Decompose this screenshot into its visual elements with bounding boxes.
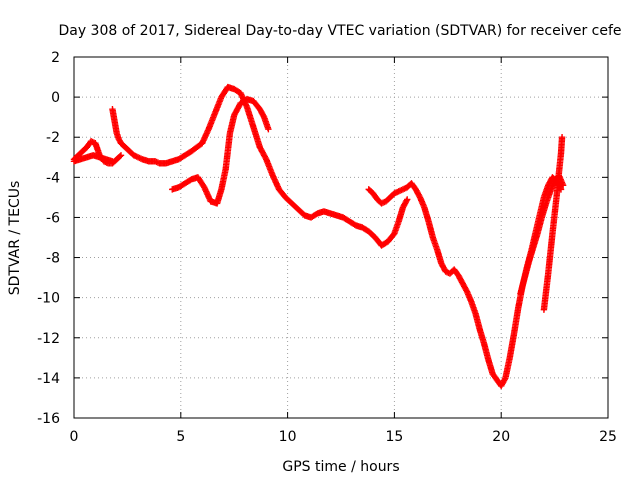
y-tick-label: -16 bbox=[37, 411, 60, 427]
x-tick-label: 20 bbox=[492, 429, 510, 445]
y-axis-label: SDTVAR / TECUs bbox=[7, 181, 23, 296]
chart-title: Day 308 of 2017, Sidereal Day-to-day VTE… bbox=[58, 23, 621, 39]
series-segment-c bbox=[109, 83, 411, 249]
data-point bbox=[559, 182, 567, 189]
data-point bbox=[501, 376, 508, 383]
grid-lines bbox=[74, 57, 608, 418]
y-tick-label: -14 bbox=[37, 371, 60, 387]
data-point bbox=[260, 112, 267, 120]
y-tick-label: -8 bbox=[46, 251, 60, 267]
data-point bbox=[403, 197, 410, 204]
y-tick-label: 0 bbox=[51, 90, 60, 106]
x-tick-label: 10 bbox=[279, 429, 297, 445]
y-tick-label: -2 bbox=[46, 130, 60, 146]
x-axis-label: GPS time / hours bbox=[282, 459, 399, 475]
y-tick-labels: 2 0 -2 -4 -6 -8 -10 -12 -14 -16 bbox=[37, 50, 60, 427]
x-tick-label: 0 bbox=[70, 429, 79, 445]
data-point bbox=[265, 126, 272, 133]
data-point bbox=[404, 196, 411, 203]
series-segment-d bbox=[169, 95, 272, 207]
x-tick-label: 5 bbox=[176, 429, 185, 445]
y-tick-label: -6 bbox=[46, 210, 60, 226]
axis-ticks bbox=[73, 56, 609, 419]
x-tick-labels: 0 5 10 15 20 25 bbox=[70, 429, 617, 445]
plot-frame bbox=[73, 56, 609, 419]
data-point bbox=[109, 158, 116, 165]
x-tick-label: 15 bbox=[385, 429, 403, 445]
data-series bbox=[70, 83, 567, 390]
y-tick-label: -12 bbox=[37, 331, 60, 347]
y-tick-label: 2 bbox=[51, 50, 60, 66]
series-segment-b bbox=[70, 152, 116, 165]
series-segment-g bbox=[540, 134, 566, 313]
data-point bbox=[116, 153, 124, 160]
data-point bbox=[558, 134, 566, 141]
data-point bbox=[117, 152, 125, 159]
y-tick-label: -10 bbox=[37, 291, 60, 307]
x-tick-label: 25 bbox=[599, 429, 617, 445]
y-tick-label: -4 bbox=[46, 170, 60, 186]
